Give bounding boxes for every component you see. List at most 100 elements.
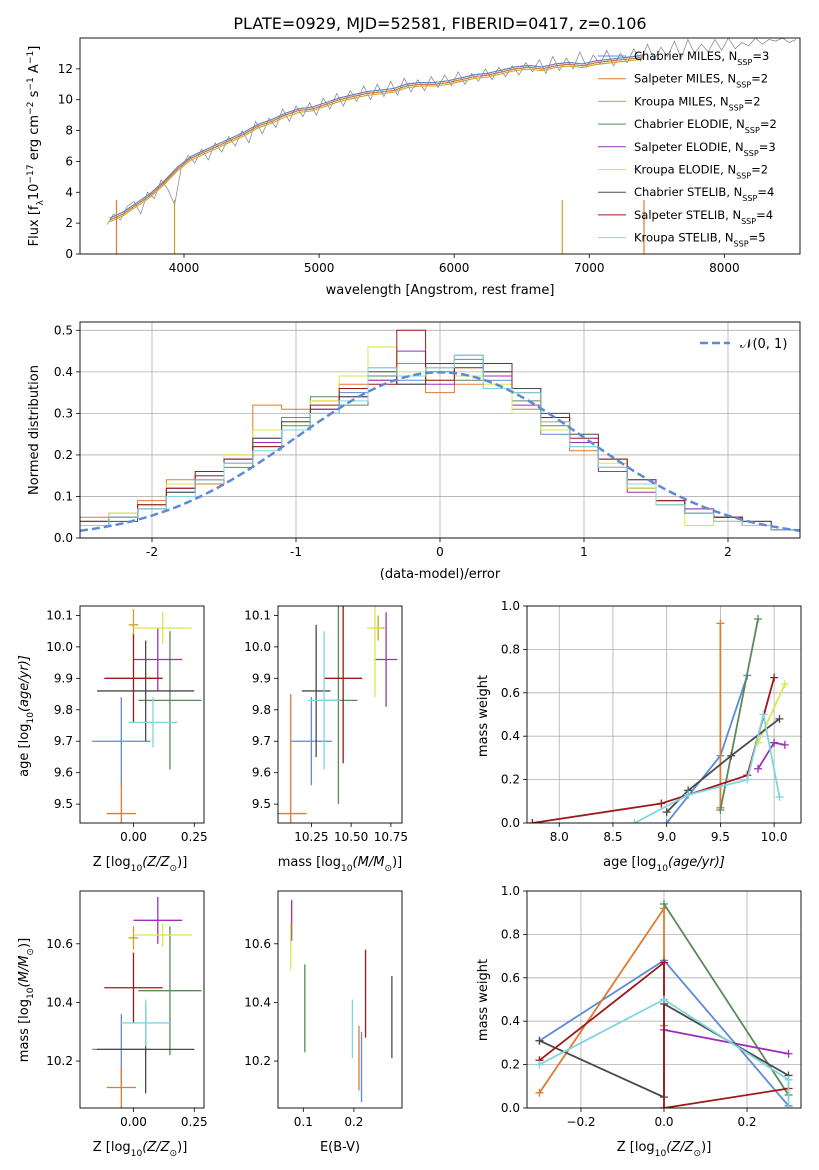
model-spectrum-chabrier_stelib: [109, 54, 644, 219]
y-tick-label: 9.5: [54, 797, 73, 811]
x-axis-label: Z [log10(Z/Z⊙)]: [93, 855, 188, 874]
weight-marker: [660, 1104, 668, 1108]
observed-spectrum: [106, 38, 797, 225]
y-tick-label: 10.2: [244, 1054, 271, 1068]
y-tick-label: 10.6: [46, 937, 73, 951]
y-tick-label: 10.1: [46, 608, 73, 622]
y-tick-label: 0.6: [501, 971, 520, 985]
model-spectrum-chabrier_miles: [109, 54, 644, 219]
y-tick-label: 0.8: [501, 927, 520, 941]
x-tick-label: 9.5: [711, 830, 730, 844]
x-tick-label: 0.2: [344, 1115, 363, 1129]
weight-marker: [535, 1036, 544, 1045]
x-tick-label: 10.0: [761, 830, 788, 844]
x-tick-label: 5000: [304, 261, 335, 275]
plot-area: [106, 38, 797, 254]
weight-marker: [662, 808, 671, 817]
y-axis-label: mass weight: [476, 675, 491, 757]
y-tick-label: 0.3: [54, 406, 73, 420]
weight-marker: [716, 619, 725, 628]
axes-frame: [79, 605, 205, 824]
y-tick-label: 10.2: [46, 1054, 73, 1068]
x-tick-label: 10.75: [374, 830, 408, 844]
y-tick-label: 0.6: [501, 686, 520, 700]
x-axis-label: wavelength [Angstrom, rest frame]: [326, 283, 555, 298]
legend-entry: Kroupa ELODIE, NSSP=2: [634, 163, 768, 181]
residuals-axes: -2 -1 0 1 2 0.0 0.1 0.2 0.3 0.4 0.5: [54, 321, 801, 559]
x-axis-label: Z [log10(Z/Z⊙)]: [617, 1140, 712, 1159]
age-mass-axes: 10.25 10.50 10.75 9.5 9.6 9.7 9.8 9.9 10.0 10.1: [244, 605, 408, 844]
y-tick-label: 2: [65, 216, 73, 230]
axes-frame: [526, 890, 802, 1109]
x-tick-label: -1: [290, 545, 302, 559]
weight-line-salpeter_elodie: [663, 1029, 789, 1055]
legend-entry: Salpeter STELIB, NSSP=4: [634, 208, 773, 226]
weight-marker: [660, 958, 668, 967]
weight-marker: [754, 615, 763, 624]
x-axis-label: mass [log10(M/M⊙)]: [278, 855, 402, 874]
y-tick-label: 0.0: [501, 816, 520, 830]
weight-marker: [660, 995, 668, 1004]
y-axis-label: mass [log10(M/M⊙)]: [17, 938, 36, 1062]
y-tick-label: 10.4: [46, 995, 73, 1009]
axes-frame: [526, 605, 802, 824]
y-axis-label: Normed distribution: [27, 365, 42, 495]
weight-marker: [528, 819, 537, 823]
x-tick-label: 10.25: [294, 830, 328, 844]
x-axis-label: (data-model)/error: [380, 567, 501, 582]
y-tick-label: 9.9: [252, 671, 271, 685]
y-tick-label: 0.0: [501, 1101, 520, 1115]
y-tick-label: 12: [58, 62, 73, 76]
axes-frame: [277, 605, 403, 824]
x-tick-label: 0.2: [737, 1115, 756, 1129]
model-spectrum-chabrier_elodie: [109, 54, 644, 219]
weight-marker: [743, 775, 752, 784]
legend-entry: 𝒩(0, 1): [740, 337, 787, 352]
weight-z-axes: −0.2 0.0 0.2 0.0 0.2 0.4 0.6 0.8 1.0: [501, 884, 802, 1129]
weight-marker: [754, 764, 763, 773]
x-tick-label: -2: [146, 545, 158, 559]
y-tick-label: 0.2: [501, 773, 520, 787]
x-tick-label: 0.0: [654, 1115, 673, 1129]
x-tick-label: 0.25: [181, 1115, 208, 1129]
weight-marker: [784, 1075, 793, 1084]
axes-frame: [277, 890, 403, 1109]
weight-line-salpeter_stelib: [538, 960, 789, 1108]
y-tick-label: 0: [65, 247, 73, 261]
x-tick-label: 7000: [574, 261, 605, 275]
x-tick-label: 0: [436, 545, 444, 559]
y-tick-label: 1.0: [501, 599, 520, 613]
mass-ebv-axes: 0.1 0.2 10.2 10.4 10.6: [244, 890, 403, 1129]
figure-title: PLATE=0929, MJD=52581, FIBERID=0417, z=0…: [233, 14, 646, 33]
y-tick-label: 0.4: [501, 729, 520, 743]
weight-marker: [535, 1088, 544, 1097]
weight-line-chabrier_elodie: [719, 618, 759, 811]
legend-entry: Chabrier MILES, NSSP=3: [634, 49, 769, 67]
model-spectrum-kroupa_elodie: [109, 57, 644, 223]
y-tick-label: 0.4: [501, 1014, 520, 1028]
x-tick-label: 8.5: [603, 830, 622, 844]
weight-marker: [784, 1104, 793, 1108]
model-spectrum-salpeter_miles: [109, 56, 644, 221]
x-tick-label: 8.0: [550, 830, 569, 844]
x-tick-label: 1: [580, 545, 588, 559]
y-tick-label: 0.2: [54, 448, 73, 462]
plot-area: [92, 896, 202, 1108]
legend-entry: Kroupa STELIB, NSSP=5: [634, 231, 766, 249]
y-tick-label: 10.1: [244, 608, 271, 622]
x-axis-label: E(B-V): [320, 1140, 360, 1155]
x-tick-label: 0.1: [294, 1115, 313, 1129]
weight-marker: [770, 738, 779, 747]
weight-marker: [727, 751, 736, 760]
x-tick-label: 6000: [439, 261, 470, 275]
y-tick-label: 10.0: [46, 640, 73, 654]
y-tick-label: 9.9: [54, 671, 73, 685]
plot-area: [278, 606, 398, 823]
y-tick-label: 9.6: [252, 766, 271, 780]
weight-age-axes: 8.0 8.5 9.0 9.5 10.0 0.0 0.2 0.4 0.6 0.8 1.0: [501, 599, 802, 844]
y-axis-label: mass weight: [476, 959, 491, 1041]
model-spectrum-kroupa_stelib: [109, 57, 644, 223]
y-axis-label: Flux [fλ10−17 erg cm−2 s−1 A−1]: [26, 46, 46, 247]
axes-frame: [79, 37, 801, 255]
